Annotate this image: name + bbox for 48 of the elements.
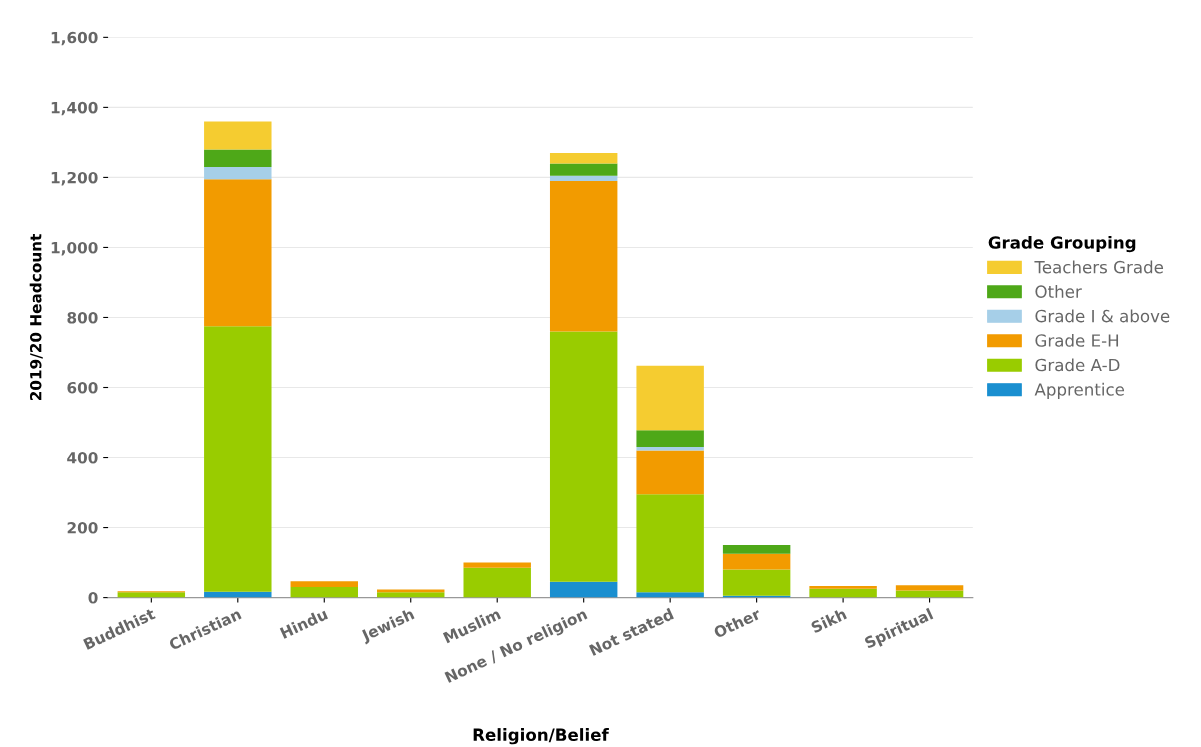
bar xyxy=(722,569,791,596)
bar xyxy=(377,592,445,598)
bar xyxy=(722,553,791,570)
bar xyxy=(895,585,964,591)
legend-title: Grade Grouping xyxy=(988,235,1136,253)
legend-label: Grade I & above xyxy=(1035,309,1170,323)
legend-label: Grade A-D xyxy=(1035,358,1120,372)
bar xyxy=(204,326,272,592)
bar xyxy=(809,588,877,598)
legend-label: Apprentice xyxy=(1034,382,1125,399)
bar xyxy=(549,152,618,164)
bar xyxy=(204,149,272,167)
bar xyxy=(463,567,531,598)
bar xyxy=(549,581,618,598)
legend-label: Grade E-H xyxy=(1035,333,1119,347)
y-tick-label: 600 xyxy=(67,381,98,394)
y-tick-label: 800 xyxy=(67,311,98,324)
bar xyxy=(636,494,704,593)
bar xyxy=(636,447,704,451)
y-tick-label: 200 xyxy=(67,522,98,534)
bar xyxy=(549,163,618,176)
y-tick-label: 1,200 xyxy=(51,171,98,186)
bar xyxy=(636,430,704,448)
x-axis-title: Religion/Belief xyxy=(473,728,609,745)
y-tick-label: 1,400 xyxy=(51,101,98,116)
x-tick-label: Sikh xyxy=(810,607,848,634)
bar xyxy=(636,365,704,431)
bar xyxy=(290,587,358,598)
bar xyxy=(549,331,618,582)
bar xyxy=(549,175,618,181)
bar xyxy=(204,121,272,150)
bar xyxy=(722,545,791,554)
bar xyxy=(463,562,531,568)
y-tick-label: 1,000 xyxy=(51,241,98,256)
bar xyxy=(290,581,358,588)
legend-label: Other xyxy=(1035,285,1082,298)
bar xyxy=(549,180,618,332)
legend-label: Teachers Grade xyxy=(1034,260,1164,274)
bar xyxy=(204,166,272,180)
y-tick-label: 400 xyxy=(67,452,98,464)
y-tick-label: 0 xyxy=(88,592,98,604)
bar xyxy=(204,179,272,327)
bar xyxy=(809,586,877,589)
y-axis-title: 2019/20 Headcount xyxy=(29,233,43,401)
bar xyxy=(636,450,704,495)
bar xyxy=(117,592,186,598)
bar xyxy=(636,592,704,598)
y-tick-label: 1,600 xyxy=(51,31,98,46)
